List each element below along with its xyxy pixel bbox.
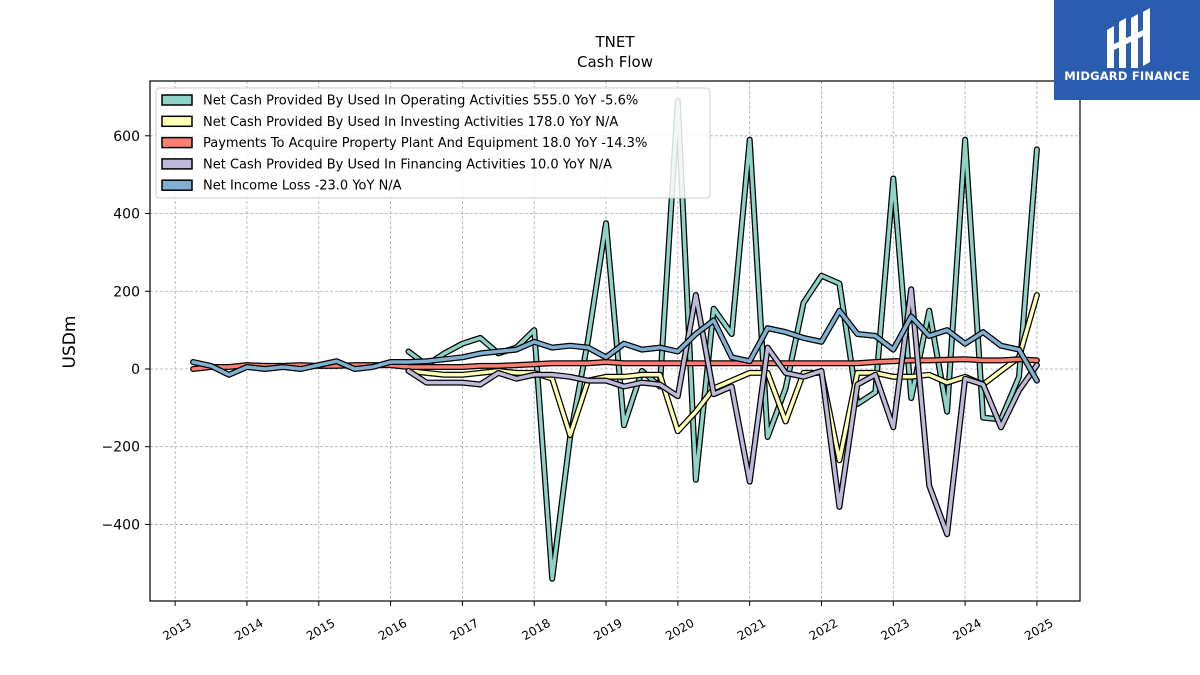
legend-swatch	[161, 136, 193, 149]
x-tick-label: 2015	[304, 616, 337, 643]
x-tick-label: 2013	[160, 616, 193, 643]
x-tick-label: 2017	[448, 616, 481, 643]
legend-label: Net Cash Provided By Used In Investing A…	[203, 115, 618, 130]
x-tick-label: 2022	[807, 616, 840, 643]
x-tick-label: 2018	[519, 616, 552, 643]
legend-swatch	[161, 115, 193, 128]
brand-mark-icon	[1107, 8, 1150, 68]
x-tick-label: 2021	[735, 616, 768, 643]
x-tick-label: 2014	[232, 616, 265, 643]
legend-label: Net Cash Provided By Used In Financing A…	[203, 157, 612, 172]
x-tick-label: 2025	[1022, 616, 1055, 643]
y-tick-label: 600	[113, 129, 140, 145]
series-line	[406, 293, 1039, 463]
y-tick-label: 200	[113, 284, 140, 300]
legend-box	[155, 87, 711, 199]
legend-label: Payments To Acquire Property Plant And E…	[203, 136, 647, 151]
x-tick-label: 2016	[376, 616, 409, 643]
legend-swatch	[161, 179, 193, 191]
legend-label: Net Income Loss -23.0 YoY N/A	[203, 179, 402, 194]
chart-subtitle: Cash Flow	[577, 53, 653, 71]
y-axis-ticks: −400 −200 0 200 400 600	[102, 129, 150, 533]
legend-swatch	[161, 158, 193, 170]
series-line	[191, 357, 1039, 371]
y-tick-label: 400	[113, 207, 140, 223]
legend: Net Cash Provided By Used In Operating A…	[155, 87, 711, 199]
y-axis-label: USDm	[60, 316, 80, 369]
series-3	[190, 356, 1040, 372]
y-tick-label: −200	[102, 440, 140, 456]
legend-label: Net Cash Provided By Used In Operating A…	[203, 94, 638, 109]
series-5	[190, 307, 1040, 384]
chart-title: TNET	[594, 33, 635, 51]
plot-frame	[149, 80, 1081, 602]
y-tick-label: 0	[131, 362, 140, 378]
x-axis-ticks: 2013 2014 2015 2016 2017 2018 2019 2020 2021 2022…	[160, 601, 1056, 643]
brand-logo: MIDGARD FINANCE	[1054, 0, 1200, 100]
x-tick-label: 2024	[950, 616, 983, 643]
x-tick-label: 2019	[591, 616, 624, 643]
x-tick-label: 2023	[879, 616, 912, 643]
x-tick-label: 2020	[663, 616, 696, 643]
series-lines	[190, 97, 1040, 582]
y-tick-label: −400	[102, 517, 140, 533]
brand-name: MIDGARD FINANCE	[1064, 69, 1190, 83]
series-2	[405, 292, 1040, 464]
legend-swatch	[161, 94, 193, 106]
series-4	[405, 286, 1040, 538]
series-line	[406, 287, 1039, 536]
series-line	[191, 308, 1039, 383]
